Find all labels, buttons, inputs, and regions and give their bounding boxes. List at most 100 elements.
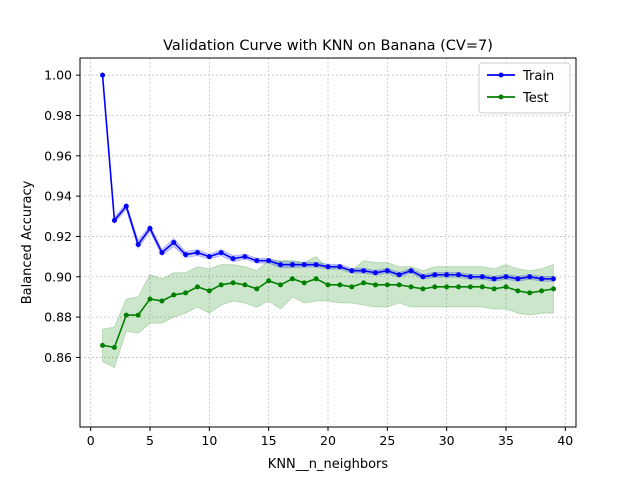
test-point bbox=[289, 276, 295, 282]
x-tick-label: 40 bbox=[557, 433, 573, 448]
x-tick-label: 20 bbox=[320, 433, 336, 448]
test-point bbox=[301, 280, 307, 286]
test-point bbox=[491, 286, 497, 292]
train-point bbox=[396, 272, 402, 278]
test-point bbox=[408, 284, 414, 290]
test-point bbox=[444, 284, 450, 290]
test-point bbox=[171, 292, 177, 298]
train-point bbox=[135, 242, 141, 248]
train-point bbox=[550, 276, 556, 282]
train-point bbox=[372, 270, 378, 276]
train-point bbox=[194, 250, 200, 256]
test-point bbox=[123, 312, 129, 318]
test-point bbox=[456, 284, 462, 290]
chart-title: Validation Curve with KNN on Banana (CV=… bbox=[163, 38, 493, 54]
test-point bbox=[313, 276, 319, 282]
x-tick-label: 0 bbox=[87, 433, 95, 448]
test-point bbox=[539, 288, 545, 294]
test-point bbox=[111, 344, 117, 350]
train-point bbox=[384, 268, 390, 274]
test-point bbox=[135, 312, 141, 318]
y-tick-label: 0.88 bbox=[44, 310, 72, 325]
y-tick-label: 0.90 bbox=[44, 269, 72, 284]
train-point bbox=[254, 258, 260, 264]
train-point bbox=[100, 72, 106, 78]
y-tick-label: 0.94 bbox=[44, 189, 72, 204]
test-std-band bbox=[102, 256, 554, 369]
x-axis-ticks: 0 5 10 15 20 25 30 35 40 bbox=[87, 427, 573, 448]
train-point bbox=[159, 250, 165, 256]
train-point bbox=[289, 262, 295, 268]
x-tick-label: 5 bbox=[146, 433, 154, 448]
test-point bbox=[183, 290, 189, 296]
y-tick-label: 0.92 bbox=[44, 229, 72, 244]
train-point bbox=[527, 274, 533, 280]
test-point bbox=[384, 282, 390, 288]
train-point bbox=[444, 272, 450, 278]
x-axis-label: KNN__n_neighbors bbox=[268, 457, 389, 472]
test-point bbox=[159, 298, 165, 304]
train-point bbox=[183, 252, 189, 258]
y-tick-label: 1.00 bbox=[44, 68, 72, 83]
test-point bbox=[420, 286, 426, 292]
x-tick-label: 25 bbox=[379, 433, 395, 448]
train-point bbox=[515, 276, 521, 282]
test-point bbox=[479, 284, 485, 290]
train-point bbox=[147, 225, 153, 231]
y-tick-label: 0.98 bbox=[44, 108, 72, 123]
y-tick-label: 0.86 bbox=[44, 350, 72, 365]
series-points bbox=[100, 72, 556, 350]
test-point bbox=[337, 282, 343, 288]
x-tick-label: 35 bbox=[498, 433, 514, 448]
train-point bbox=[479, 274, 485, 280]
test-point bbox=[467, 284, 473, 290]
test-point bbox=[396, 282, 402, 288]
y-axis-ticks: 0.86 0.88 0.90 0.92 0.94 0.96 0.98 1.00 bbox=[44, 68, 80, 365]
legend-train-marker bbox=[498, 72, 504, 78]
train-point bbox=[111, 217, 117, 223]
x-tick-label: 10 bbox=[201, 433, 217, 448]
test-point bbox=[325, 282, 331, 288]
test-point bbox=[218, 282, 224, 288]
train-point bbox=[467, 274, 473, 280]
test-point bbox=[147, 296, 153, 302]
test-point bbox=[206, 288, 212, 294]
train-point bbox=[491, 276, 497, 282]
test-point bbox=[278, 282, 284, 288]
test-point bbox=[432, 284, 438, 290]
x-tick-label: 15 bbox=[261, 433, 277, 448]
test-point bbox=[361, 280, 367, 286]
test-point bbox=[503, 284, 509, 290]
train-point bbox=[301, 262, 307, 268]
y-axis-label: Balanced Accuracy bbox=[20, 180, 35, 304]
test-point bbox=[527, 290, 533, 296]
train-point bbox=[325, 264, 331, 270]
x-tick-label: 30 bbox=[439, 433, 455, 448]
test-point bbox=[194, 284, 200, 290]
train-point bbox=[337, 264, 343, 270]
legend-test-label: Test bbox=[522, 91, 549, 106]
train-point bbox=[218, 250, 224, 256]
test-point bbox=[242, 282, 248, 288]
test-point bbox=[230, 280, 236, 286]
test-point bbox=[372, 282, 378, 288]
train-point bbox=[361, 268, 367, 274]
train-point bbox=[539, 276, 545, 282]
train-point bbox=[123, 203, 129, 209]
legend: Train Test bbox=[478, 62, 571, 114]
test-point bbox=[254, 286, 260, 292]
test-point bbox=[515, 288, 521, 294]
test-point bbox=[550, 286, 556, 292]
train-point bbox=[171, 240, 177, 245]
test-point bbox=[349, 284, 355, 290]
train-point bbox=[230, 256, 236, 262]
train-point bbox=[313, 262, 319, 268]
train-point bbox=[206, 254, 212, 260]
train-point bbox=[278, 262, 284, 268]
grid bbox=[80, 58, 576, 427]
train-point bbox=[456, 272, 462, 278]
legend-test-marker bbox=[498, 94, 504, 100]
train-point bbox=[420, 274, 426, 280]
train-point bbox=[503, 274, 509, 280]
